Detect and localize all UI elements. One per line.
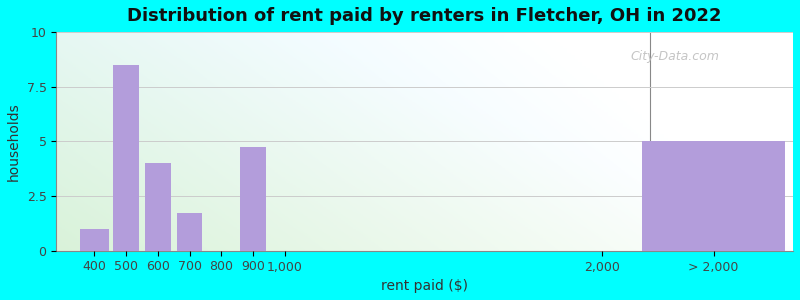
Bar [177, 212, 202, 251]
Bar [80, 229, 109, 251]
Bar [642, 141, 785, 251]
Title: Distribution of rent paid by renters in Fletcher, OH in 2022: Distribution of rent paid by renters in … [127, 7, 722, 25]
Text: City-Data.com: City-Data.com [631, 50, 720, 63]
Y-axis label: households: households [7, 102, 21, 181]
Bar [241, 147, 266, 251]
Bar [145, 163, 170, 251]
Bar [114, 65, 138, 251]
X-axis label: rent paid ($): rent paid ($) [381, 279, 468, 293]
